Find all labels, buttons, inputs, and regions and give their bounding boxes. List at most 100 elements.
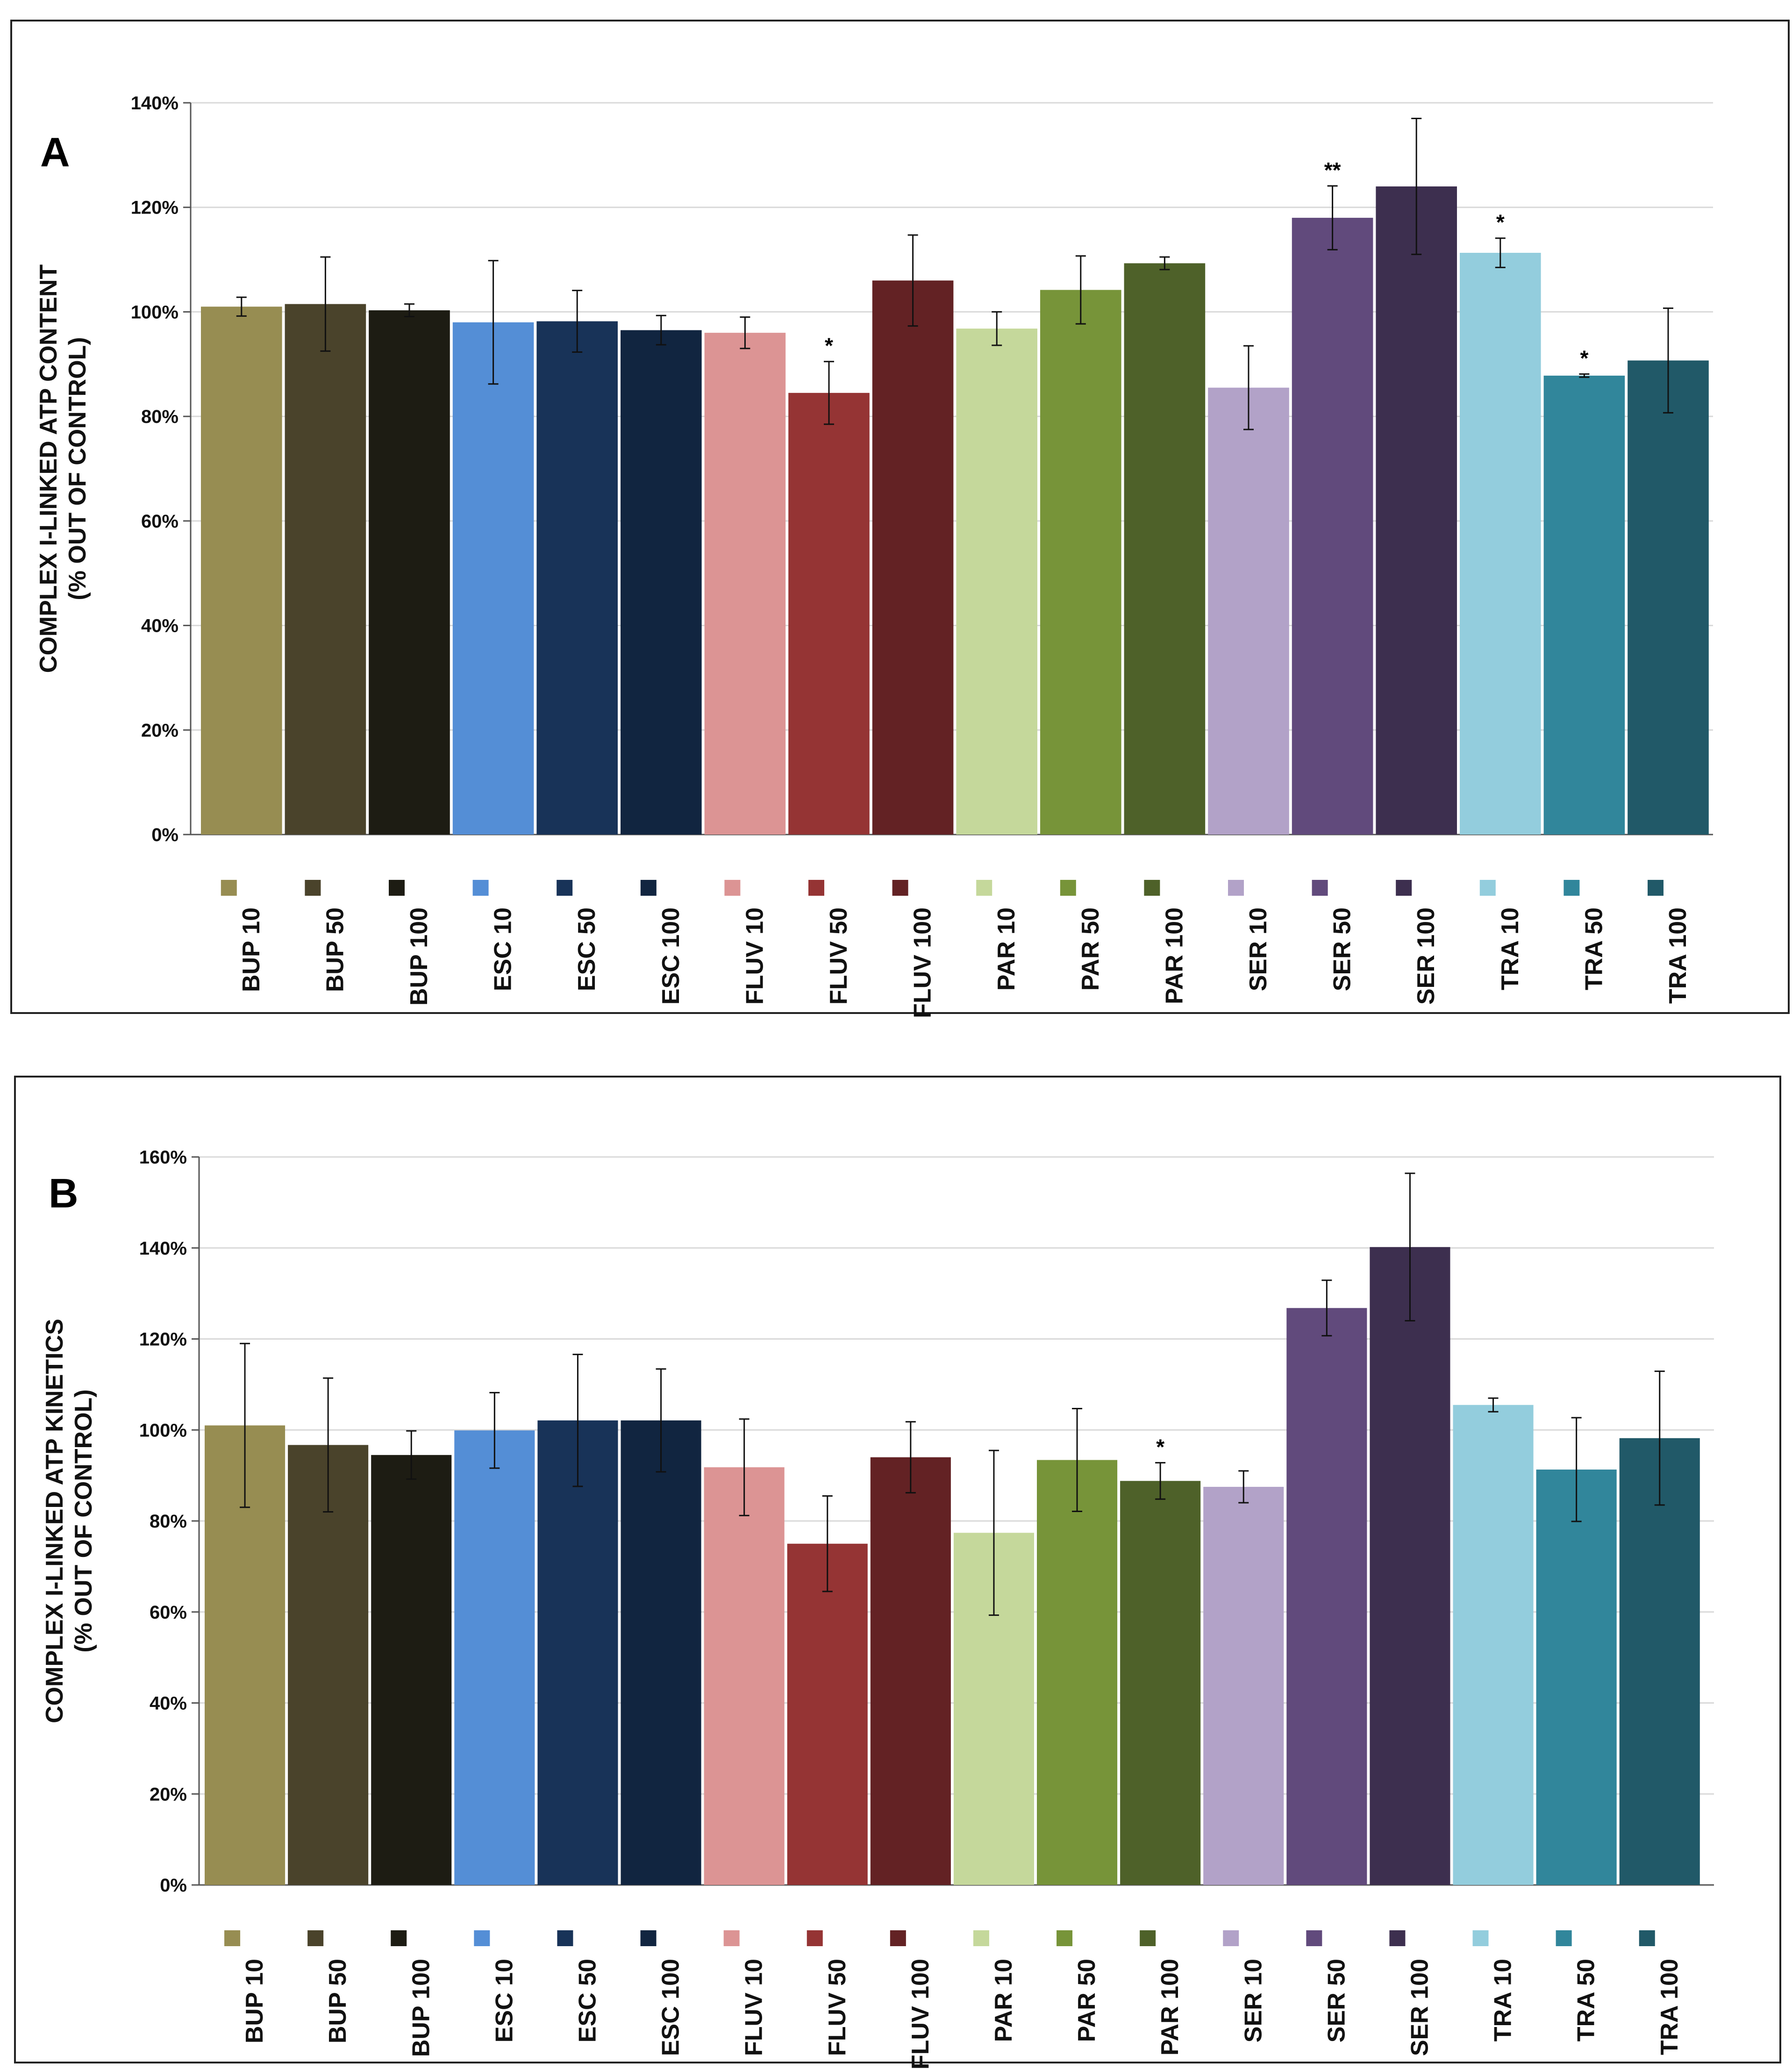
bar [704, 1467, 785, 1885]
category-label: BUP 100 [406, 907, 433, 1006]
category-label: PAR 50 [1073, 1959, 1100, 2042]
y-tick-label: 120% [139, 1329, 187, 1350]
category-label: PAR 100 [1157, 1959, 1184, 2056]
y-tick-label: 140% [131, 93, 178, 114]
category-label: BUP 50 [324, 1959, 351, 2043]
y-tick-label: 80% [150, 1511, 187, 1532]
category-label: ESC 100 [657, 1959, 685, 2056]
category-label: PAR 100 [1161, 907, 1188, 1004]
y-tick-label: 40% [150, 1693, 187, 1714]
legend-swatch [1140, 1930, 1156, 1946]
significance-marker: * [1580, 346, 1588, 371]
legend-swatch [1306, 1930, 1322, 1946]
panel-letter: A [40, 129, 70, 175]
legend-swatch [1396, 880, 1412, 896]
category-label: TRA 10 [1490, 1959, 1517, 2041]
bar [1203, 1486, 1284, 1885]
legend-swatch [224, 1930, 241, 1946]
category-label: FLUV 10 [741, 1959, 768, 2056]
legend-swatch [1228, 880, 1244, 896]
y-tick-label: 40% [141, 616, 178, 636]
bar [1208, 387, 1289, 835]
bar [621, 1420, 701, 1885]
legend-swatch [1479, 880, 1496, 896]
bar-chart-b: B 0% 20% 40% 60% 80% 100% 120% 140% 160% COMPLEX I… [41, 1147, 1714, 2070]
category-label: SER 50 [1329, 907, 1356, 991]
category-label: BUP 10 [238, 907, 265, 992]
legend-swatch [1639, 1930, 1655, 1946]
category-label: PAR 10 [993, 907, 1020, 991]
legend-swatch [808, 880, 824, 896]
legend-swatch [1556, 1930, 1572, 1946]
bar [788, 393, 870, 835]
category-label: PAR 50 [1077, 907, 1104, 991]
y-tick-label: 140% [139, 1238, 187, 1259]
legend-swatch [973, 1930, 989, 1946]
y-tick-label: 160% [139, 1147, 187, 1168]
category-label: TRA 100 [1664, 907, 1692, 1004]
category-label: FLUV 10 [741, 907, 768, 1005]
y-tick-label: 20% [150, 1784, 187, 1805]
legend-swatch [1057, 1930, 1073, 1946]
y-tick-label: 60% [141, 511, 178, 532]
category-label: ESC 10 [490, 907, 517, 991]
category-label: SER 100 [1413, 907, 1440, 1005]
bar [1124, 263, 1206, 835]
significance-marker: * [1496, 210, 1505, 235]
y-axis-label-line: (% OUT OF CONTROL) [64, 337, 91, 600]
bar [787, 1543, 868, 1885]
bar [1543, 375, 1625, 835]
bar [201, 307, 282, 835]
category-label: TRA 50 [1580, 907, 1607, 990]
bar [288, 1445, 369, 1885]
bar [956, 328, 1037, 835]
bar [1460, 253, 1541, 835]
significance-marker: ** [1324, 158, 1341, 182]
legend-swatch [474, 1930, 490, 1946]
y-tick-label: 0% [151, 825, 178, 845]
bar [537, 1420, 618, 1885]
y-axis-label-line: (% OUT OF CONTROL) [70, 1389, 97, 1652]
category-label: TRA 10 [1497, 907, 1524, 990]
legend-swatch [1312, 880, 1328, 896]
category-label: FLUV 50 [825, 907, 852, 1005]
y-tick-label: 60% [150, 1602, 187, 1623]
legend-swatch [1060, 880, 1076, 896]
category-label: SER 10 [1240, 1959, 1267, 2042]
bar [285, 304, 366, 835]
category-label: ESC 10 [491, 1959, 518, 2042]
legend-swatch [557, 880, 573, 896]
bar [371, 1455, 452, 1885]
chart-panel-b: B 0% 20% 40% 60% 80% 100% 120% 140% 160% COMPLEX I… [14, 1076, 1781, 2070]
category-label: SER 10 [1245, 907, 1272, 991]
legend-swatch [640, 880, 657, 896]
legend-swatch [890, 1930, 906, 1946]
legend-swatch [723, 1930, 740, 1946]
y-tick-label: 20% [141, 720, 178, 741]
bar [1628, 360, 1709, 835]
category-label: BUP 50 [321, 907, 349, 992]
legend-swatch [1472, 1930, 1489, 1946]
category-label: ESC 50 [573, 907, 600, 991]
bar [1292, 218, 1373, 835]
bar [454, 1430, 535, 1885]
y-axis-label: COMPLEX I-LINKED ATP KINETICS(% OUT OF C… [41, 1319, 97, 1723]
y-axis-label-line: COMPLEX I-LINKED ATP CONTENT [35, 264, 62, 673]
y-axis-label: COMPLEX I-LINKED ATP CONTENT(% OUT OF CO… [35, 264, 91, 673]
legend-swatch [307, 1930, 324, 1946]
bar [1619, 1438, 1700, 1885]
legend-swatch [640, 1930, 657, 1946]
y-axis-label-line: COMPLEX I-LINKED ATP KINETICS [41, 1319, 68, 1723]
legend-swatch [389, 880, 405, 896]
legend-swatch [892, 880, 908, 896]
panel-letter: B [49, 1170, 79, 1216]
category-label: FLUV 100 [909, 907, 936, 1018]
category-label: SER 100 [1406, 1959, 1433, 2056]
legend-swatch [1389, 1930, 1406, 1946]
legend-swatch [976, 880, 992, 896]
legend-swatch [807, 1930, 823, 1946]
bar [704, 333, 786, 835]
significance-marker: * [825, 334, 833, 358]
chart-panel-a: A 0% 20% 40% 60% 80% 100% 120% 140% COMPLEX I-LIN… [10, 20, 1790, 1018]
legend-swatch [557, 1930, 573, 1946]
